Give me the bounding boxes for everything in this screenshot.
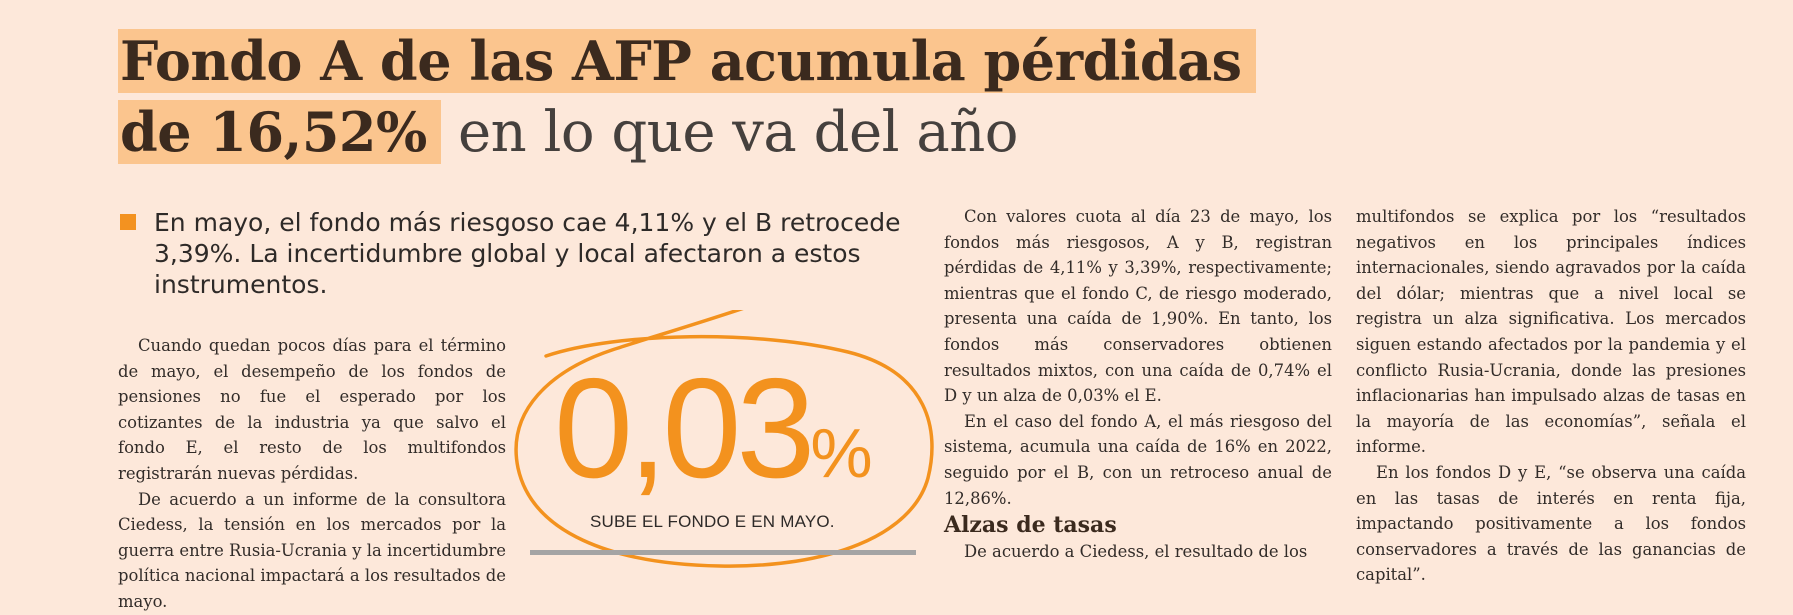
pull-stat-caption: SUBE EL FONDO E EN MAYO.	[590, 512, 835, 531]
headline-bold-part-2: de 16,52%	[118, 100, 441, 164]
headline: Fondo A de las AFP acumula pérdidas de 1…	[118, 26, 1256, 168]
headline-line-1: Fondo A de las AFP acumula pérdidas	[118, 26, 1256, 97]
gray-rule-divider	[530, 550, 916, 555]
paragraph: De acuerdo a un informe de la consultora…	[118, 489, 506, 611]
paragraph: En los fondos D y E, “se observa una caí…	[1356, 462, 1746, 585]
section-subheading: Alzas de tasas	[944, 512, 1117, 539]
lead-summary: En mayo, el fondo más riesgoso cae 4,11%…	[120, 207, 910, 300]
big-percentage-unit: %	[810, 414, 873, 492]
lead-text: En mayo, el fondo más riesgoso cae 4,11%…	[154, 208, 901, 299]
big-percentage: 0,03%	[554, 358, 873, 524]
article-column-1: Cuando quedan pocos días para el término…	[118, 333, 506, 615]
article-column-2: Con valores cuota al día 23 de mayo, los…	[944, 204, 1332, 565]
headline-line-2: de 16,52% en lo que va del año	[118, 97, 1256, 168]
headline-bold-part-1: Fondo A de las AFP acumula pérdidas	[118, 29, 1256, 93]
big-percentage-value: 0,03	[554, 349, 815, 508]
paragraph: En el caso del fondo A, el más riesgoso …	[944, 411, 1332, 508]
paragraph: De acuerdo a Ciedess, el resultado de lo…	[964, 542, 1308, 562]
pull-stat: 0,03% SUBE EL FONDO E EN MAYO.	[508, 310, 938, 572]
paragraph: multifondos se explica por los “resultad…	[1356, 207, 1746, 457]
paragraph: Con valores cuota al día 23 de mayo, los…	[944, 207, 1332, 406]
paragraph: Cuando quedan pocos días para el término…	[118, 336, 506, 483]
hand-drawn-circle-icon	[514, 310, 934, 568]
orange-square-bullet-icon	[120, 214, 136, 230]
headline-light-part: en lo que va del año	[458, 100, 1018, 165]
article-column-3: multifondos se explica por los “resultad…	[1356, 204, 1746, 588]
